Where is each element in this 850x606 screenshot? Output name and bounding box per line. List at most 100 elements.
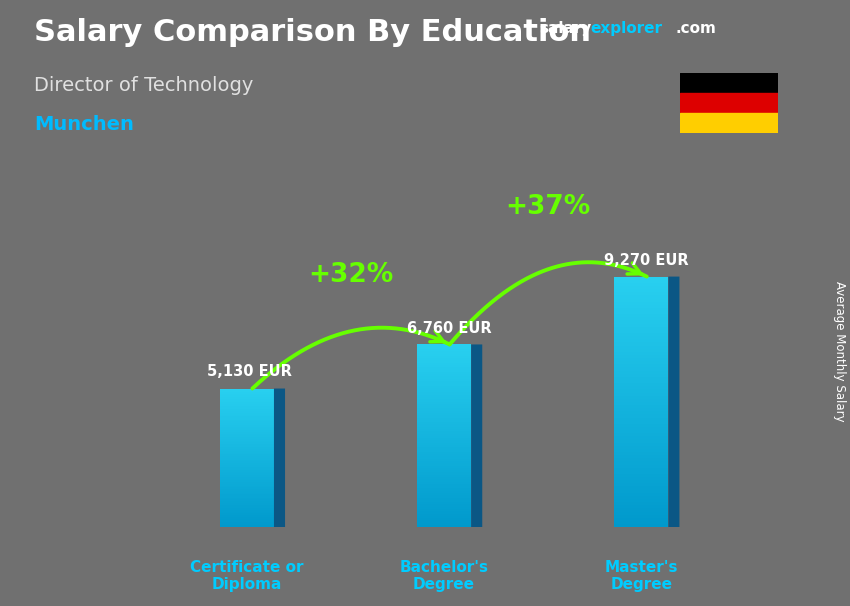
Bar xyxy=(219,446,274,447)
Bar xyxy=(416,395,471,397)
Bar xyxy=(416,397,471,399)
Bar xyxy=(219,435,274,437)
Bar xyxy=(219,458,274,459)
Bar xyxy=(614,358,668,361)
Bar xyxy=(614,283,668,286)
Bar xyxy=(416,491,471,493)
Bar xyxy=(614,511,668,514)
Bar xyxy=(614,342,668,345)
Bar xyxy=(219,392,274,394)
Bar xyxy=(219,507,274,508)
Bar xyxy=(416,468,471,470)
Bar xyxy=(614,351,668,355)
Text: 5,130 EUR: 5,130 EUR xyxy=(207,364,292,379)
Bar xyxy=(614,276,668,280)
Bar xyxy=(614,518,668,521)
Bar xyxy=(219,409,274,411)
Bar xyxy=(614,405,668,408)
Bar xyxy=(416,518,471,521)
Bar xyxy=(416,521,471,522)
Bar xyxy=(219,468,274,470)
Bar xyxy=(614,490,668,493)
Bar xyxy=(614,502,668,505)
Bar xyxy=(219,427,274,428)
Bar xyxy=(219,475,274,477)
Bar xyxy=(614,452,668,455)
Bar xyxy=(416,420,471,422)
Bar xyxy=(416,399,471,402)
Bar xyxy=(614,386,668,390)
Text: Salary Comparison By Education: Salary Comparison By Education xyxy=(34,18,591,47)
Bar xyxy=(219,399,274,401)
Bar xyxy=(219,471,274,473)
Text: +32%: +32% xyxy=(309,262,394,288)
Bar xyxy=(219,473,274,475)
Bar xyxy=(416,522,471,525)
Bar xyxy=(416,363,471,365)
Bar xyxy=(614,330,668,333)
Bar xyxy=(416,436,471,438)
Text: salary: salary xyxy=(540,21,592,36)
Bar xyxy=(219,439,274,441)
Bar xyxy=(614,436,668,439)
Bar xyxy=(614,311,668,314)
Bar xyxy=(614,314,668,318)
Bar xyxy=(416,427,471,429)
Bar xyxy=(416,385,471,388)
Bar xyxy=(219,517,274,519)
Bar xyxy=(416,361,471,363)
Bar xyxy=(219,394,274,396)
Bar xyxy=(614,374,668,377)
Bar xyxy=(219,465,274,467)
Bar xyxy=(219,485,274,487)
Bar xyxy=(219,390,274,392)
Bar xyxy=(219,411,274,413)
Bar xyxy=(614,465,668,468)
Bar xyxy=(416,402,471,404)
Bar xyxy=(416,367,471,370)
Bar xyxy=(416,502,471,504)
Bar xyxy=(614,308,668,311)
Bar xyxy=(219,408,274,409)
Bar xyxy=(219,503,274,505)
Bar xyxy=(614,364,668,367)
Bar xyxy=(416,351,471,353)
Bar xyxy=(614,487,668,490)
Bar xyxy=(416,459,471,461)
Bar xyxy=(416,415,471,418)
Bar xyxy=(416,418,471,420)
Bar xyxy=(416,404,471,406)
Bar xyxy=(614,484,668,487)
Bar xyxy=(416,513,471,516)
Bar xyxy=(416,424,471,427)
Bar xyxy=(614,383,668,386)
Bar xyxy=(219,513,274,515)
Bar xyxy=(416,486,471,488)
Bar xyxy=(416,429,471,431)
Bar xyxy=(416,495,471,498)
Bar xyxy=(219,489,274,491)
Bar xyxy=(614,321,668,324)
Bar xyxy=(219,404,274,406)
Text: Director of Technology: Director of Technology xyxy=(34,76,253,95)
Bar xyxy=(416,374,471,376)
Bar xyxy=(680,113,778,133)
Bar xyxy=(614,393,668,396)
Bar xyxy=(219,449,274,451)
Bar xyxy=(416,353,471,356)
Bar xyxy=(416,365,471,367)
Bar xyxy=(219,456,274,458)
Bar xyxy=(219,428,274,430)
Bar xyxy=(416,482,471,484)
Bar xyxy=(614,496,668,499)
Bar xyxy=(219,406,274,408)
Bar xyxy=(219,416,274,418)
Bar xyxy=(416,406,471,408)
Bar xyxy=(219,498,274,499)
Bar xyxy=(219,415,274,416)
Bar xyxy=(614,449,668,452)
Bar xyxy=(614,305,668,308)
Bar xyxy=(614,299,668,302)
Bar xyxy=(416,479,471,482)
Bar xyxy=(416,509,471,511)
